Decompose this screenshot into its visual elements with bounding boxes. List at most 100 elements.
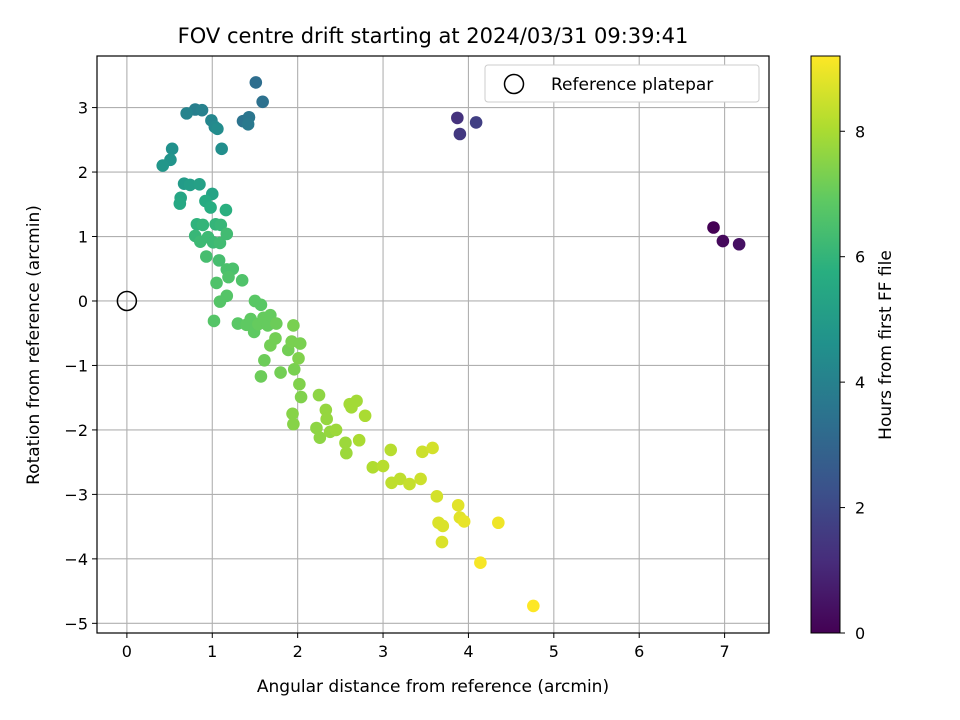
- data-point: [195, 103, 209, 117]
- data-point: [254, 370, 268, 383]
- y-tick-label: 3: [78, 99, 88, 118]
- data-point: [707, 221, 720, 234]
- y-axis-label: Rotation from reference (arcmin): [24, 205, 44, 485]
- data-point: [474, 556, 487, 570]
- y-tick-label: 1: [78, 228, 88, 247]
- legend-label: Reference platepar: [551, 75, 713, 95]
- colorbar-ticks: 0 2 4 6 8: [840, 122, 865, 643]
- data-point: [156, 159, 170, 172]
- data-point: [219, 203, 233, 217]
- data-point: [384, 443, 398, 457]
- colorbar-tick-label: 8: [855, 122, 865, 141]
- data-point: [220, 227, 234, 241]
- reference-platepar-marker: [116, 290, 138, 312]
- y-axis-ticks: −5 −4 −3 −2 −1 0 1 2 3: [64, 99, 97, 633]
- colorbar-tick-label: 6: [855, 248, 865, 267]
- colorbar-tick-label: 0: [855, 624, 865, 643]
- data-point: [393, 472, 407, 486]
- data-point: [293, 337, 307, 350]
- data-point: [358, 409, 372, 423]
- data-point: [193, 177, 206, 191]
- x-tick-label: 0: [122, 642, 132, 661]
- x-tick-label: 4: [463, 642, 473, 661]
- data-point: [215, 142, 228, 156]
- y-tick-label: −5: [64, 614, 88, 633]
- x-axis-ticks: 0 1 2 3 4 5 6 7: [122, 633, 730, 661]
- colorbar: 0 2 4 6 8 Hours from first FF file: [810, 55, 896, 643]
- scatter-points: [156, 76, 746, 613]
- data-point: [313, 431, 327, 444]
- data-point: [235, 274, 249, 287]
- x-tick-label: 5: [549, 642, 559, 661]
- data-point: [732, 237, 746, 251]
- data-point: [426, 441, 439, 455]
- plot-frame: [96, 55, 770, 634]
- data-point: [340, 446, 353, 460]
- colorbar-tick-label: 4: [855, 373, 865, 392]
- x-axis-label: Angular distance from reference (arcmin): [257, 677, 609, 697]
- data-point: [293, 377, 306, 391]
- reference-marker: [116, 290, 138, 312]
- data-point: [183, 178, 197, 192]
- data-point: [207, 314, 221, 328]
- data-point: [312, 388, 326, 402]
- data-point: [416, 445, 429, 459]
- legend-box: [484, 64, 760, 103]
- data-point: [180, 107, 193, 120]
- data-point: [254, 298, 268, 312]
- x-tick-label: 2: [293, 642, 303, 661]
- data-point: [320, 412, 333, 426]
- colorbar-tick-label: 2: [855, 499, 865, 518]
- data-point: [527, 599, 540, 613]
- data-point: [292, 352, 305, 365]
- y-tick-label: 0: [78, 292, 88, 311]
- y-tick-label: −2: [64, 421, 88, 440]
- x-tick-label: 1: [207, 642, 217, 661]
- data-point: [241, 118, 255, 131]
- data-point: [352, 433, 366, 447]
- data-point: [213, 236, 227, 250]
- x-tick-label: 3: [378, 642, 388, 661]
- data-point: [287, 319, 300, 332]
- data-point: [269, 332, 282, 345]
- data-point: [469, 116, 483, 129]
- data-point: [310, 421, 323, 435]
- data-point: [204, 201, 217, 214]
- data-point: [492, 516, 505, 530]
- data-point: [436, 519, 450, 533]
- data-point: [294, 390, 308, 404]
- data-point: [249, 76, 263, 89]
- colorbar-label: Hours from first FF file: [876, 250, 896, 440]
- data-point: [457, 515, 471, 528]
- data-point: [451, 499, 465, 512]
- y-tick-label: 2: [78, 163, 88, 182]
- data-point: [287, 363, 301, 376]
- data-point: [287, 417, 300, 431]
- data-point: [414, 472, 427, 486]
- data-point: [435, 535, 449, 549]
- data-point: [258, 353, 271, 367]
- legend: Reference platepar: [484, 64, 760, 103]
- data-point: [211, 122, 224, 136]
- y-tick-label: −4: [64, 550, 88, 569]
- grid-lines: [97, 56, 769, 633]
- data-point: [430, 490, 444, 503]
- data-point: [350, 394, 363, 408]
- y-tick-label: −3: [64, 485, 88, 504]
- data-point: [274, 366, 287, 379]
- legend-reference-marker: [503, 73, 525, 95]
- data-point: [173, 197, 187, 210]
- y-tick-label: −1: [64, 356, 88, 375]
- x-tick-label: 7: [720, 642, 730, 661]
- data-point: [270, 317, 283, 330]
- data-point: [196, 218, 210, 232]
- data-point: [403, 477, 416, 491]
- x-tick-label: 6: [634, 642, 644, 661]
- data-point: [319, 403, 333, 417]
- data-point: [716, 234, 730, 248]
- data-point: [453, 127, 467, 141]
- data-point: [213, 295, 227, 308]
- data-point: [199, 250, 213, 263]
- data-point: [339, 436, 352, 450]
